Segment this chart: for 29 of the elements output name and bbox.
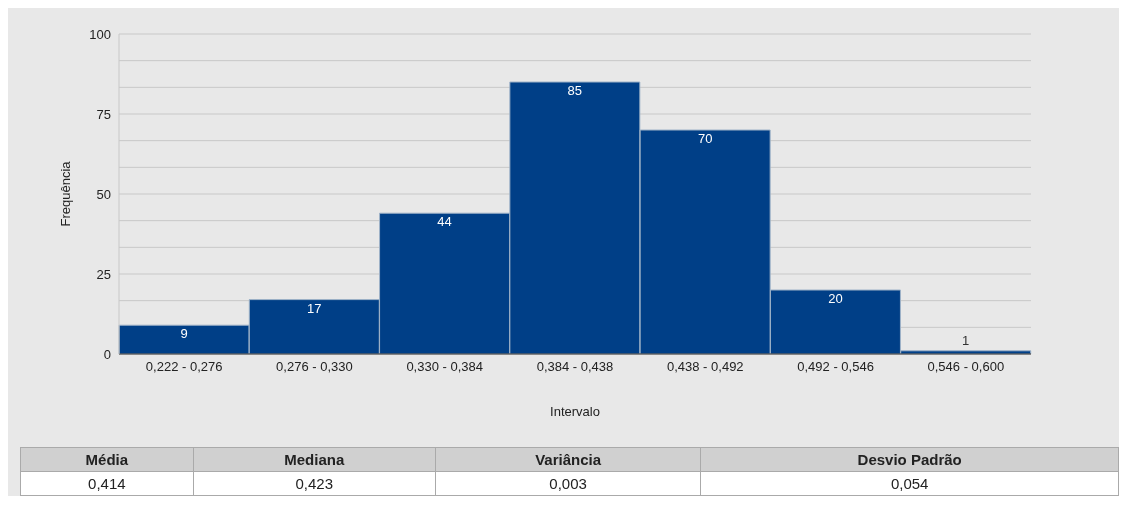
y-axis-title: Frequência (57, 160, 73, 227)
x-axis-title: Intervalo (550, 404, 600, 419)
x-tick-label: 0,546 - 0,600 (927, 359, 1005, 375)
text: 0,003 (435, 471, 701, 496)
y-tick-label: 75 (96, 106, 111, 122)
text: Variância (435, 447, 701, 472)
x-tick-label: 0,330 - 0,384 (406, 359, 484, 375)
x-tick-label: 0,222 - 0,276 (145, 359, 223, 375)
text: Média (20, 447, 194, 472)
y-tick-label: 25 (96, 266, 111, 282)
x-tick-label: 0,276 - 0,330 (276, 359, 353, 375)
data-label: 85 (567, 83, 583, 98)
text: 0,054 (700, 471, 1119, 496)
x-tick-label: 0,438 - 0,492 (666, 359, 744, 375)
y-tick-label: 100 (89, 26, 111, 42)
data-label: 17 (307, 300, 322, 316)
data-label: 1 (962, 332, 970, 348)
y-tick-label: 50 (96, 186, 111, 202)
text: 0,414 (20, 471, 194, 496)
data-label: 70 (697, 131, 713, 146)
data-label: 9 (180, 326, 188, 342)
x-tick-label: 0,384 - 0,438 (536, 359, 614, 375)
text: 0,423 (193, 471, 436, 496)
text: Mediana (193, 447, 436, 472)
data-label: 44 (437, 214, 452, 230)
text: Desvio Padrão (700, 447, 1119, 472)
x-tick-label: 0,492 - 0,546 (797, 359, 874, 375)
data-label: 20 (828, 291, 843, 306)
y-tick-label: 0 (103, 346, 111, 362)
